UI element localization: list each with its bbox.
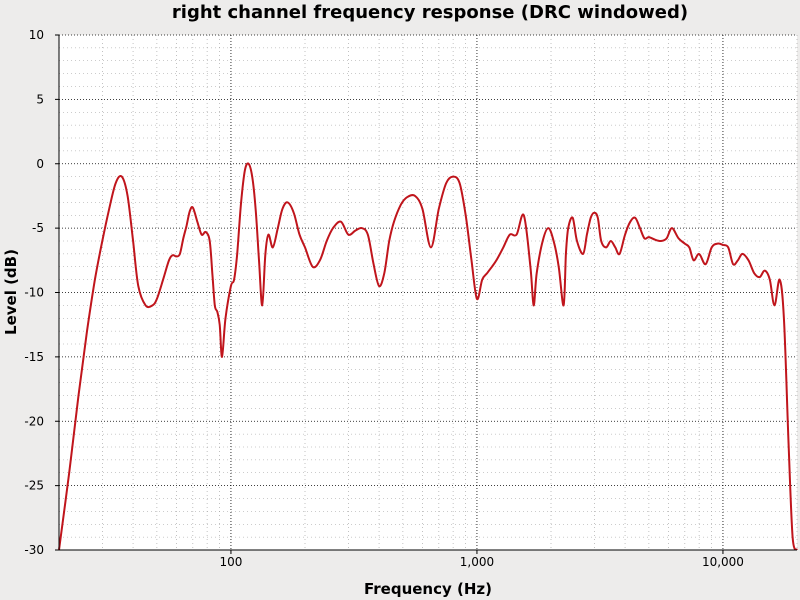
chart-title: right channel frequency response (DRC wi… (172, 2, 688, 23)
y-tick-label: -20 (24, 414, 44, 428)
series-line (58, 162, 798, 551)
y-tick-label: 5 (36, 92, 44, 106)
y-tick-label: -15 (24, 350, 44, 364)
y-tick-label: -5 (32, 221, 44, 235)
x-tick-label: 1,000 (460, 555, 494, 569)
x-tick-label: 10,000 (702, 555, 744, 569)
y-tick-label: -30 (24, 543, 44, 557)
y-tick-label: -10 (24, 286, 44, 300)
x-axis-title: Frequency (Hz) (364, 580, 492, 598)
series-lines (58, 162, 798, 551)
axis-ticks: 10 5 0 -5 -10 -15 -20 -25 -30 100 1,000 10,000 (24, 28, 744, 569)
y-tick-label: 0 (36, 157, 44, 171)
y-tick-label: 10 (29, 28, 44, 42)
y-axis-title: Level (dB) (2, 249, 20, 335)
y-tick-label: -25 (24, 479, 44, 493)
x-tick-label: 100 (219, 555, 242, 569)
